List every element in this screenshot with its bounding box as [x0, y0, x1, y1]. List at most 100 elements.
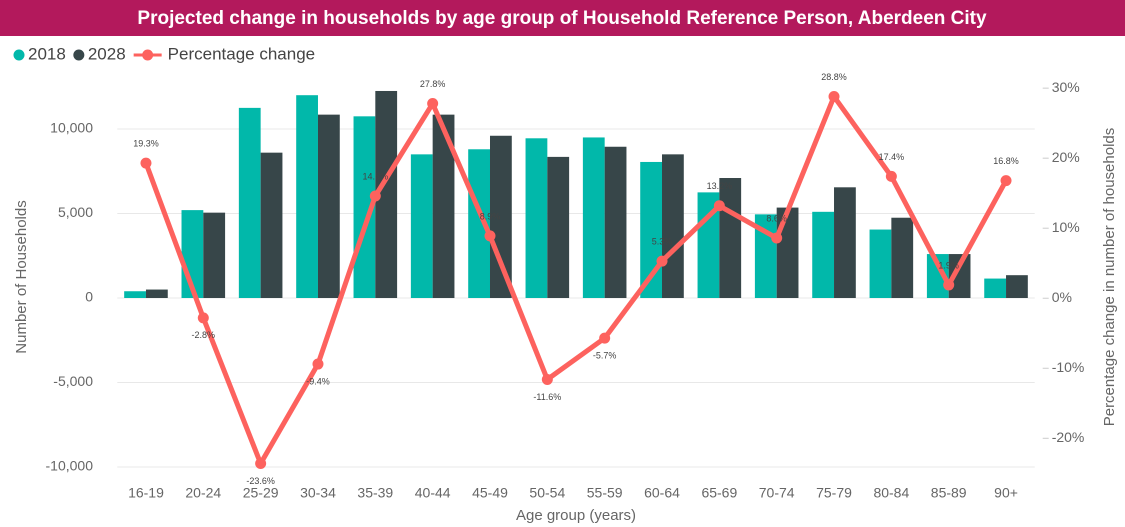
bar — [1006, 275, 1028, 298]
y2-tick-label: 0% — [1052, 289, 1072, 305]
bar — [834, 187, 856, 298]
x-tick-label: 25-29 — [243, 485, 279, 501]
line-point — [255, 457, 267, 469]
x-tick-label: 75-79 — [816, 485, 852, 501]
data-label: 28.8% — [821, 72, 847, 82]
bar — [604, 146, 627, 298]
legend-label: 2018 — [28, 44, 66, 63]
line-point — [541, 373, 553, 385]
data-label: 27.8% — [420, 79, 446, 89]
bar — [812, 211, 835, 298]
line-point — [656, 255, 668, 267]
x-tick-label: 65-69 — [701, 485, 737, 501]
legend-marker — [73, 49, 85, 61]
line-point — [599, 332, 611, 344]
line-point — [885, 170, 897, 182]
y-axis-title: Number of Households — [13, 200, 30, 353]
legend-label: 2028 — [88, 44, 126, 63]
data-label: 14.6% — [363, 171, 389, 181]
data-label: 19.3% — [133, 138, 159, 148]
data-label: -23.6% — [246, 476, 275, 486]
data-label: 8.9% — [480, 211, 501, 221]
y-tick-label: -10,000 — [46, 458, 94, 474]
line-point — [140, 157, 152, 169]
bar — [547, 156, 570, 298]
bar — [468, 149, 490, 298]
y2-axis-title: Percentage change in number of household… — [1101, 128, 1118, 427]
bar — [353, 116, 376, 298]
bar — [296, 95, 318, 298]
y-tick-label: 10,000 — [50, 120, 93, 136]
x-tick-label: 85-89 — [931, 485, 967, 501]
x-tick-label: 40-44 — [415, 485, 451, 501]
bar — [926, 254, 949, 298]
bar — [525, 138, 548, 298]
bar — [984, 278, 1007, 298]
data-label: 17.4% — [879, 152, 905, 162]
legend-marker — [142, 49, 154, 61]
bar — [238, 107, 261, 298]
line-point — [771, 232, 783, 244]
x-tick-label: 60-64 — [644, 485, 680, 501]
x-tick-label: 70-74 — [759, 485, 795, 501]
data-label: -11.6% — [533, 392, 561, 402]
title-bar — [0, 0, 1125, 36]
data-label: 8.6% — [766, 213, 787, 223]
x-tick-label: 45-49 — [472, 485, 508, 501]
y2-tick-label: 10% — [1052, 219, 1080, 235]
bar — [375, 90, 398, 298]
line-point — [369, 190, 381, 202]
data-label: 5.3% — [652, 236, 673, 246]
x-tick-label: 90+ — [994, 485, 1018, 501]
data-label: -9.4% — [306, 376, 330, 386]
bar — [869, 229, 892, 298]
bar — [145, 289, 168, 298]
bar — [582, 137, 605, 298]
y2-tick-label: 20% — [1052, 149, 1080, 165]
bar — [317, 114, 340, 298]
line-point — [197, 312, 209, 324]
y-tick-label: -5,000 — [53, 373, 93, 389]
x-axis-title: Age group (years) — [516, 507, 636, 524]
data-label: 16.8% — [993, 156, 1019, 166]
bar — [662, 154, 684, 298]
x-tick-label: 55-59 — [587, 485, 623, 501]
y2-tick-label: -10% — [1052, 359, 1085, 375]
data-label: 1.9% — [938, 260, 959, 270]
data-label: 13.2% — [707, 181, 733, 191]
y-tick-label: 5,000 — [58, 204, 93, 220]
bar — [640, 161, 663, 298]
line-point — [828, 91, 840, 103]
x-tick-label: 50-54 — [529, 485, 565, 501]
line-point — [427, 98, 439, 110]
bar — [432, 114, 455, 298]
bar — [203, 212, 226, 298]
line-point — [484, 230, 496, 242]
bar — [410, 154, 433, 298]
bar — [948, 254, 971, 298]
line — [143, 94, 1009, 466]
x-tick-label: 35-39 — [357, 485, 393, 501]
bar — [891, 217, 914, 298]
x-tick-label: 20-24 — [185, 485, 221, 501]
bar — [489, 135, 512, 298]
y-tick-label: 0 — [85, 289, 93, 305]
line-point — [1000, 175, 1012, 187]
bar — [719, 178, 742, 298]
data-label: -5.7% — [593, 351, 617, 361]
bar — [124, 291, 146, 298]
y2-tick-label: 30% — [1052, 79, 1080, 95]
x-tick-label: 80-84 — [873, 485, 909, 501]
legend-label: Percentage change — [168, 44, 315, 63]
x-tick-label: 30-34 — [300, 485, 336, 501]
line-point — [312, 358, 324, 370]
chart-title: Projected change in households by age gr… — [137, 8, 987, 29]
x-tick-label: 16-19 — [128, 485, 164, 501]
bar — [260, 152, 283, 298]
y2-tick-label: -20% — [1052, 429, 1085, 445]
legend-marker — [13, 49, 25, 61]
data-label: -2.8% — [192, 330, 216, 340]
line-point — [713, 200, 725, 212]
line-point — [943, 279, 955, 291]
